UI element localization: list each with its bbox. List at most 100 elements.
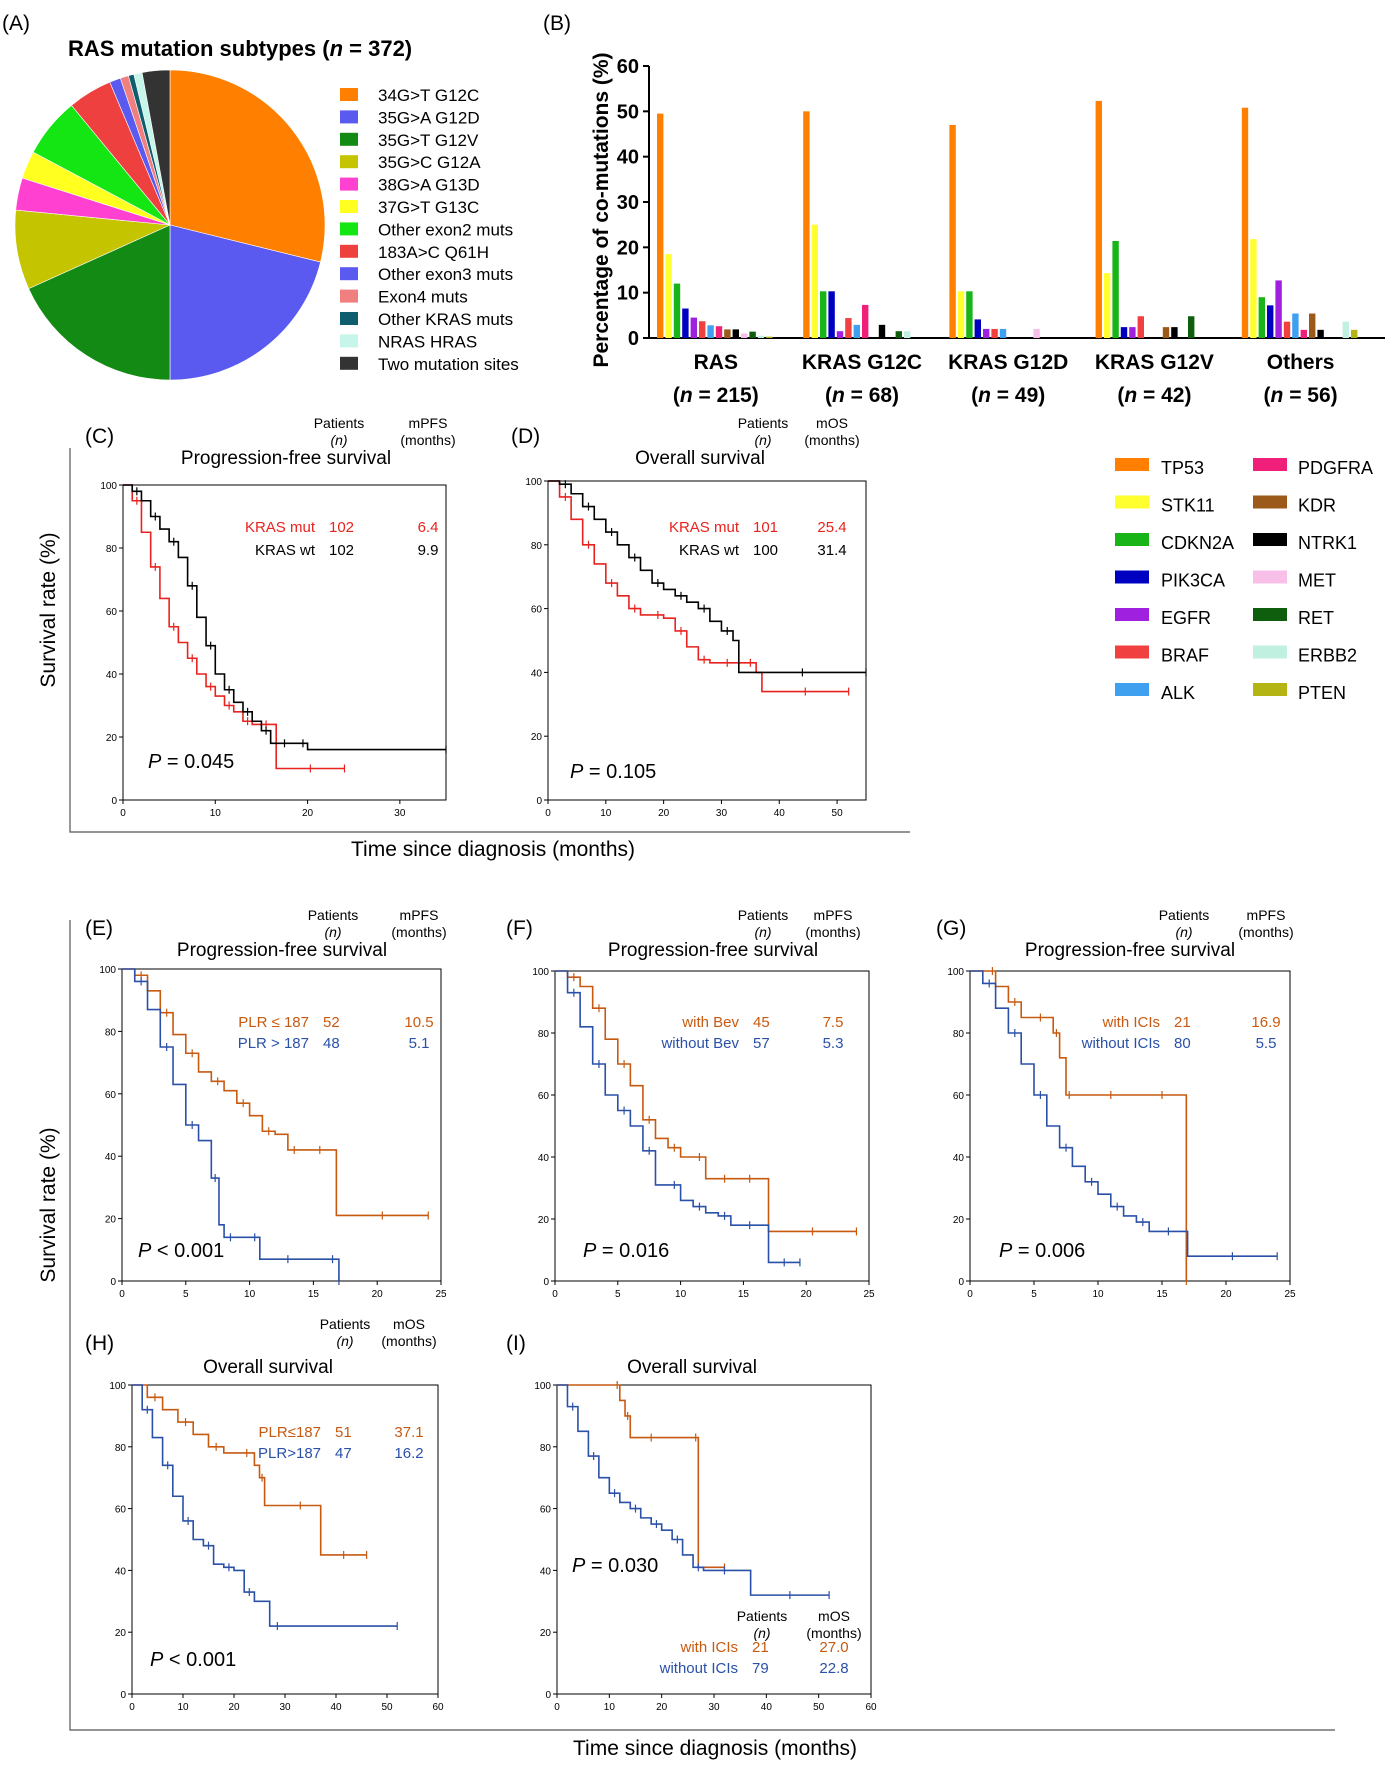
panel-h-ytick-label-1: 20 (115, 1628, 127, 1639)
panel-g-p-value: P = 0.006 (999, 1240, 1085, 1262)
panel-f-xtick-label-4: 20 (801, 1289, 813, 1300)
panel-d-xtick-label-5: 50 (832, 808, 844, 819)
panel-f-ytick-label-3: 60 (538, 1091, 550, 1102)
panel-e-ytick-label-5: 100 (99, 965, 116, 976)
bar-1-2 (820, 291, 827, 338)
panel-d-curve-1 (548, 480, 866, 674)
gene-legend-swatch-3 (1115, 570, 1149, 584)
panel-h-ytick-label-2: 40 (115, 1566, 127, 1577)
gene-legend-label-11: RET (1298, 608, 1334, 628)
panel-c-ytick-label-0: 0 (111, 796, 117, 807)
bar-3-2 (1112, 240, 1119, 338)
panel-e-row-name-0: PLR ≤ 187 (238, 1014, 309, 1031)
panel-i-th-patients: Patients (737, 1608, 788, 1624)
panel-i-row-median-0: 27.0 (819, 1639, 848, 1656)
bar-0-9 (732, 329, 739, 338)
panel-i-ytick-label-2: 40 (540, 1566, 552, 1577)
gene-legend-swatch-1 (1115, 495, 1149, 509)
bar-4-13 (1351, 329, 1358, 338)
panel-h-xtick-label-5: 50 (381, 1702, 393, 1713)
pie-legend: 34G>T G12C 35G>A G12D 35G>T G12V 35G>C G12A… (340, 86, 519, 374)
bar-1-3 (828, 291, 835, 338)
gene-legend-label-4: EGFR (1161, 608, 1211, 628)
panel-g-curve-0 (970, 970, 1188, 1281)
panel-h-th-median: mOS (393, 1316, 425, 1332)
panel-f-xtick-label-0: 0 (552, 1289, 558, 1300)
pie-legend-label-11: NRAS HRAS (378, 332, 477, 351)
panel-b-label: (B) (543, 12, 571, 35)
gene-legend-label-2: CDKN2A (1161, 533, 1234, 553)
panel-d-p-value: P = 0.105 (570, 761, 656, 783)
pie-legend-label-2: 35G>T G12V (378, 131, 479, 150)
panel-g-xtick-label-0: 0 (967, 1289, 973, 1300)
panel-f-th-months: (months) (805, 924, 860, 940)
panel-i-ytick-label-3: 60 (540, 1505, 552, 1516)
panel-f-row-n-0: 45 (753, 1014, 770, 1031)
gene-legend: TP53 STK11 CDKN2A PIK3CA EGFR BRAF ALK PDGFRA KD… (1115, 458, 1373, 703)
panel-h-ytick-label-0: 0 (120, 1690, 126, 1701)
bar-0-5 (699, 321, 706, 338)
panel-g-xtick-label-5: 25 (1284, 1289, 1296, 1300)
panel-e-xtick-label-3: 15 (308, 1289, 320, 1300)
gene-legend-swatch-12 (1253, 645, 1287, 659)
panel-d: (D) Overall survival 0 20 40 60 80 100 0 10 20 30 40… (511, 415, 867, 819)
bar-ytick-label-2: 20 (617, 237, 639, 259)
panel-e-th-median: mPFS (400, 907, 439, 923)
panel-e-ytick-label-1: 20 (105, 1215, 117, 1226)
bar-0-7 (715, 326, 723, 338)
panel-f-p-value: P = 0.016 (583, 1240, 669, 1262)
panel-f-xtick-label-1: 5 (615, 1289, 621, 1300)
panel-d-ytick-label-2: 40 (531, 668, 543, 679)
panel-h-ytick-label-3: 60 (115, 1505, 127, 1516)
panel-d-ytick-label-0: 0 (536, 796, 542, 807)
panel-g-row-median-1: 5.5 (1256, 1035, 1277, 1052)
survival-ylabel-top: Survival rate (%) (37, 532, 60, 687)
bar-2-5 (991, 328, 998, 338)
pie-legend-label-8: Other exon3 muts (378, 265, 513, 284)
panel-i-row-median-1: 22.8 (819, 1660, 848, 1677)
panel-c-ytick-label-2: 40 (106, 670, 118, 681)
panel-i-row-name-1: without ICIs (659, 1660, 738, 1677)
pie-legend-label-10: Other KRAS muts (378, 310, 513, 329)
pie-slice-1 (169, 224, 321, 381)
bar-1-6 (853, 324, 860, 338)
panel-h-xtick-label-2: 20 (228, 1702, 240, 1713)
panel-e-row-median-0: 10.5 (404, 1014, 433, 1031)
bar-ytick-label-0: 0 (628, 328, 639, 350)
panel-i-ytick-label-0: 0 (545, 1690, 551, 1701)
bar-3-9 (1171, 327, 1178, 338)
bar-0-12 (757, 335, 765, 338)
panel-f-ytick-label-4: 80 (538, 1029, 550, 1040)
panel-e-ytick-label-4: 80 (105, 1027, 117, 1038)
bar-0-3 (682, 308, 689, 338)
panel-c-xtick-label-2: 20 (302, 808, 314, 819)
time-xlabel-bottom: Time since diagnosis (months) (573, 1737, 857, 1760)
pie-legend-swatch-0 (340, 88, 358, 101)
panel-a-label: (A) (2, 12, 30, 35)
gene-legend-swatch-6 (1115, 683, 1149, 696)
panel-i: (I) Overall survival 0 20 40 60 80 100 0 10 20 30 40… (506, 1332, 877, 1713)
bar-1-1 (811, 224, 818, 338)
frame-bottom (69, 920, 1335, 1731)
panel-i-label: (I) (506, 1332, 526, 1355)
panel-f-row-name-1: without Bev (660, 1035, 739, 1052)
panel-f-row-n-1: 57 (753, 1035, 770, 1052)
panel-g-th-patients: Patients (1159, 907, 1210, 923)
panel-g-xtick-label-2: 10 (1092, 1289, 1104, 1300)
gene-legend-swatch-9 (1253, 533, 1287, 546)
panel-i-xtick-label-1: 10 (604, 1702, 616, 1713)
panel-e-xtick-label-0: 0 (119, 1289, 125, 1300)
panel-e-xtick-label-5: 25 (435, 1289, 447, 1300)
gene-legend-label-5: BRAF (1161, 646, 1209, 666)
panel-h-row-name-1: PLR>187 (258, 1445, 321, 1462)
bar-group-label-2: KRAS G12D (948, 351, 1068, 374)
panel-d-xtick-label-2: 20 (658, 808, 670, 819)
panel-c-ytick-label-1: 20 (106, 733, 118, 744)
panel-e-ytick-label-2: 40 (105, 1152, 117, 1163)
bar-ytick-label-1: 10 (617, 283, 639, 305)
panel-g-row-n-1: 80 (1174, 1035, 1191, 1052)
panel-f-title: Progression-free survival (608, 940, 818, 961)
gene-legend-label-13: PTEN (1298, 683, 1346, 703)
panel-h-row-median-0: 37.1 (394, 1424, 423, 1441)
panel-g-ytick-label-0: 0 (958, 1277, 964, 1288)
